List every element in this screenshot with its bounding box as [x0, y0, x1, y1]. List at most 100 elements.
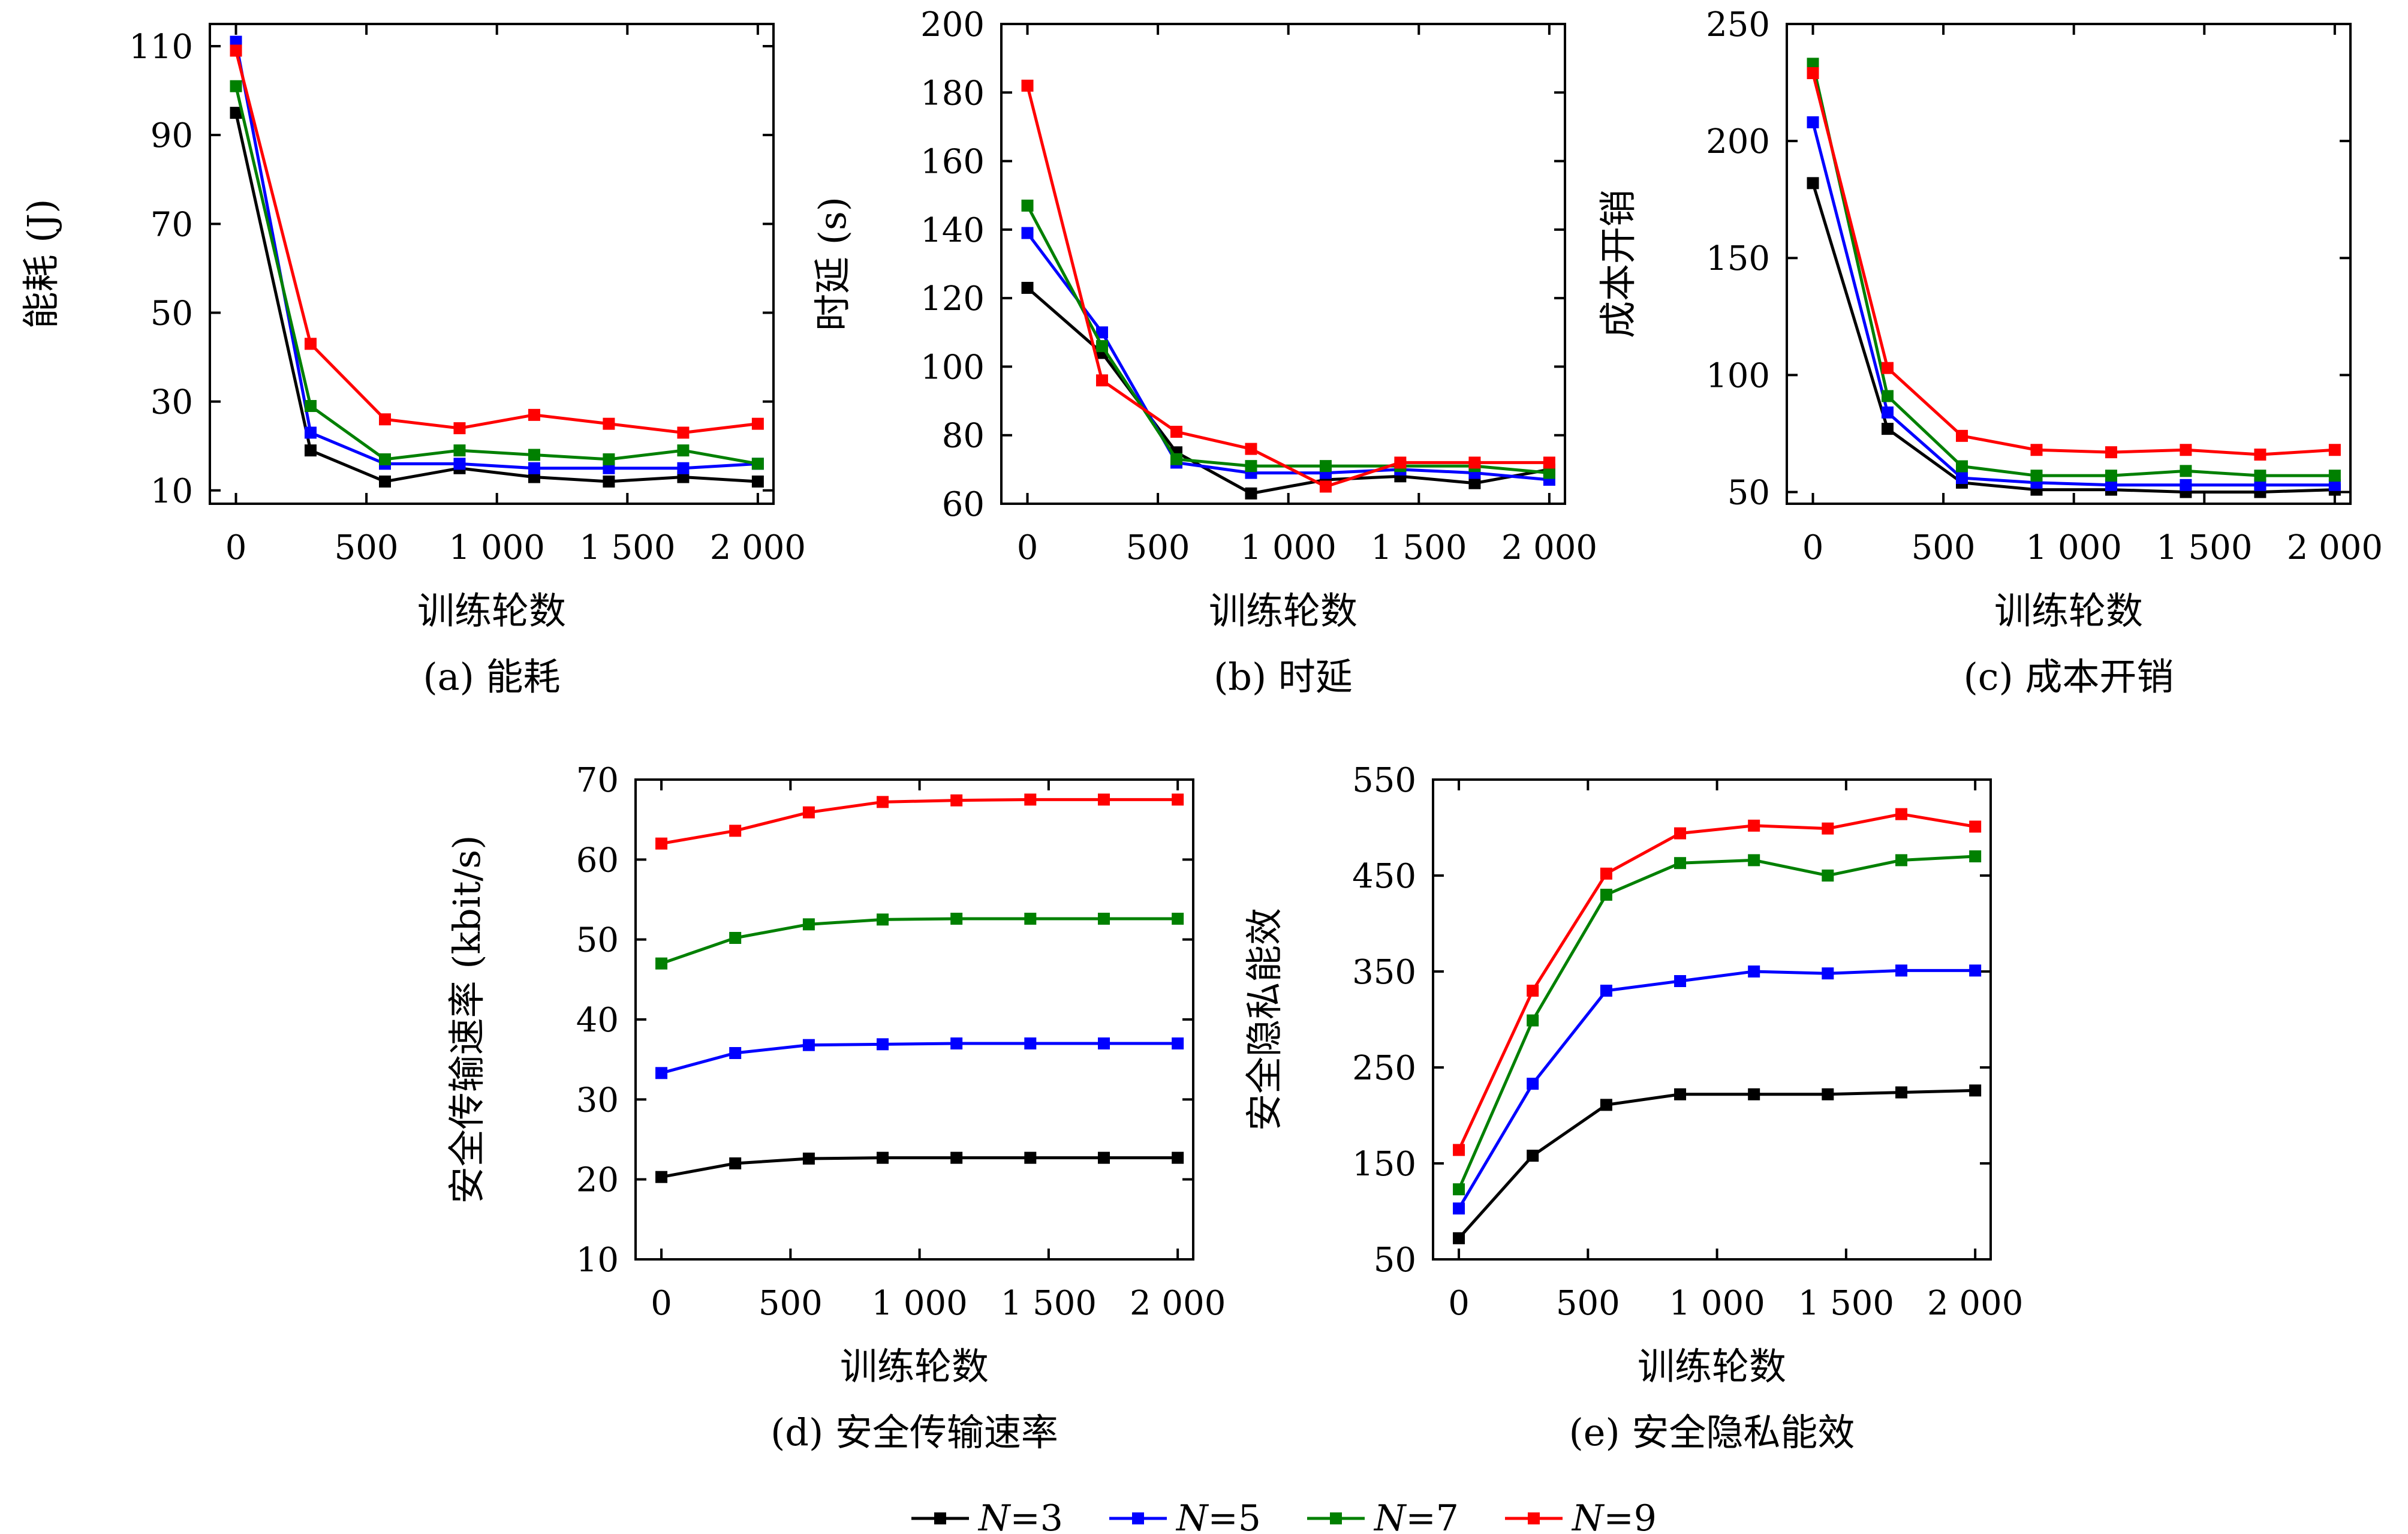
y-tick-label: 120: [920, 279, 985, 318]
series-N=9: [1021, 79, 1555, 493]
series-line: [234, 112, 758, 483]
legend: N=3 N=5 N=7 N=9: [911, 1497, 1657, 1534]
x-tick-label: 1 500: [2156, 528, 2252, 567]
data-point: [1024, 913, 1037, 925]
data-point: [802, 806, 815, 819]
data-point: [729, 1157, 742, 1169]
data-point: [1748, 1088, 1760, 1100]
data-point: [1956, 460, 1968, 473]
legend-marker: [1528, 1512, 1540, 1524]
data-point: [1881, 423, 1894, 435]
data-point: [2105, 470, 2117, 482]
series-N=7: [1021, 199, 1555, 479]
y-tick-label: 150: [1352, 1145, 1416, 1184]
x-tick-label: 1 000: [871, 1284, 967, 1323]
x-axis-label: 训练轮数: [1638, 1344, 1786, 1388]
data-point: [528, 449, 540, 461]
y-tick-label: 50: [150, 294, 193, 333]
data-point: [1600, 889, 1612, 901]
series-line: [1457, 813, 1976, 1151]
series-N=9: [1807, 67, 2341, 461]
y-tick-label: 70: [150, 205, 193, 244]
y-tick-label: 350: [1352, 953, 1416, 992]
x-tick-label: 500: [1126, 528, 1190, 567]
legend-label: N=9: [1571, 1497, 1657, 1534]
data-point: [1895, 854, 1908, 867]
x-tick-label: 2 000: [710, 528, 806, 567]
series-N=7: [655, 913, 1184, 970]
data-point: [2328, 470, 2341, 482]
legend-marker: [934, 1512, 946, 1524]
data-point: [1600, 985, 1612, 997]
data-point: [1600, 1099, 1612, 1111]
data-point: [603, 475, 615, 488]
data-point: [379, 453, 392, 465]
data-point: [304, 426, 317, 439]
series-line: [1811, 182, 2335, 494]
x-tick-label: 0: [1802, 528, 1824, 567]
x-tick-label: 1 500: [1371, 528, 1467, 567]
series-line: [1026, 232, 1550, 482]
data-point: [1881, 406, 1894, 419]
legend-marker: [1132, 1512, 1144, 1524]
series-line: [234, 86, 758, 465]
legend-item: N=9: [1505, 1497, 1657, 1534]
legend-item: N=5: [1109, 1497, 1261, 1534]
legend-label: N=7: [1373, 1497, 1459, 1534]
data-point: [230, 107, 242, 119]
chart-panel-4: 0 500 1 000 1 500 2 000 10 20 30 40 50 60 70 训练轮数 安全传…: [445, 761, 1226, 1454]
series-N=3: [1453, 1084, 1982, 1244]
data-point: [1895, 964, 1908, 977]
data-point: [877, 1151, 889, 1164]
y-axis-label: 成本开销: [1596, 190, 1640, 338]
data-point: [230, 44, 242, 57]
chart-panel-5: 0 500 1 000 1 500 2 000 50 150 250 350 450 550 训练轮数…: [1242, 761, 2023, 1454]
data-point: [603, 453, 615, 465]
series-line: [1026, 85, 1549, 489]
data-point: [1956, 429, 1968, 442]
data-point: [1319, 460, 1332, 473]
chart-caption: (e) 安全隐私能效: [1569, 1410, 1855, 1454]
legend-marker: [1330, 1512, 1342, 1524]
data-point: [950, 1037, 963, 1049]
data-point: [1453, 1232, 1465, 1244]
data-point: [1895, 808, 1908, 820]
data-point: [802, 1039, 815, 1051]
x-tick-label: 500: [335, 528, 399, 567]
data-point: [2254, 449, 2266, 461]
data-point: [1969, 1084, 1982, 1097]
data-point: [1822, 822, 1834, 835]
data-point: [751, 475, 764, 488]
data-point: [1245, 487, 1257, 500]
data-point: [1600, 867, 1612, 880]
x-tick-label: 2 000: [1130, 1284, 1226, 1323]
y-tick-label: 30: [576, 1081, 619, 1120]
y-tick-label: 450: [1352, 857, 1416, 896]
y-tick-label: 140: [920, 211, 985, 250]
data-point: [1024, 1037, 1037, 1049]
data-point: [2180, 444, 2192, 456]
x-tick-label: 1 000: [1241, 528, 1337, 567]
y-axis-label: 安全隐私能效: [1242, 908, 1286, 1131]
y-tick-label: 20: [576, 1161, 619, 1200]
data-point: [1881, 362, 1894, 374]
data-point: [1956, 472, 1968, 485]
series-N=9: [230, 44, 764, 439]
y-axis-label: 时延 (s): [811, 197, 854, 331]
data-point: [304, 400, 317, 413]
data-point: [2030, 444, 2043, 456]
data-point: [1172, 1037, 1184, 1049]
data-point: [1095, 374, 1108, 387]
data-point: [1024, 1151, 1037, 1164]
y-tick-label: 180: [920, 74, 985, 113]
data-point: [1021, 227, 1034, 239]
data-point: [1021, 79, 1034, 92]
data-point: [1468, 456, 1481, 469]
y-tick-label: 150: [1706, 239, 1770, 278]
data-point: [2180, 465, 2192, 477]
data-point: [677, 426, 690, 439]
data-point: [751, 458, 764, 470]
x-tick-label: 1 000: [1669, 1284, 1765, 1323]
